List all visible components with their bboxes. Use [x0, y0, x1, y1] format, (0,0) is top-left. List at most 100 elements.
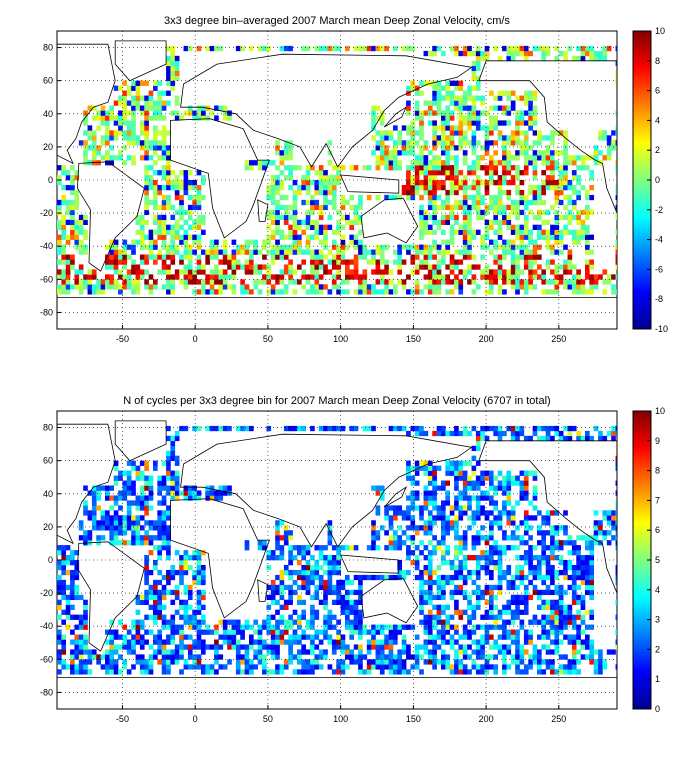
bin-cell: [506, 135, 512, 141]
bin-cell: [301, 219, 307, 225]
bin-cell: [323, 624, 328, 630]
bin-cell: [427, 254, 433, 260]
bin-cell: [196, 289, 202, 295]
bin-cell: [323, 254, 328, 260]
bin-cell: [484, 145, 490, 151]
bin-cell: [297, 634, 302, 640]
bin-cell: [214, 639, 219, 645]
bin-cell: [174, 624, 180, 630]
bin-cell: [480, 495, 485, 501]
bin-cell: [454, 189, 459, 196]
bin-cell: [113, 520, 119, 526]
bin-cell: [419, 130, 424, 136]
bin-cell: [135, 525, 141, 531]
bin-cell: [397, 150, 403, 156]
bin-cell: [379, 649, 385, 655]
bin-cell: [253, 160, 259, 166]
bin-cell: [301, 584, 307, 591]
bin-cell: [585, 45, 590, 52]
bin-cell: [157, 510, 163, 516]
bin-cell: [327, 199, 333, 206]
bin-cell: [519, 564, 525, 571]
bin-cell: [379, 140, 385, 146]
bin-cell: [615, 574, 617, 581]
bin-cell: [109, 634, 115, 640]
coastline: [383, 486, 408, 508]
bin-cell: [580, 579, 586, 586]
bin-cell: [87, 274, 93, 280]
bin-cell: [270, 639, 276, 645]
bin-cell: [397, 564, 403, 571]
bin-cell: [358, 659, 363, 665]
bin-cell: [174, 189, 180, 196]
bin-cell: [323, 579, 328, 586]
bin-cell: [432, 475, 437, 481]
bin-cell: [122, 470, 128, 476]
bin-cell: [571, 274, 577, 280]
bin-cell: [192, 224, 197, 230]
bin-cell: [454, 584, 459, 591]
bin-cell: [349, 234, 355, 240]
bin-cell: [157, 249, 163, 255]
bin-cell: [458, 495, 464, 501]
bin-cell: [489, 569, 494, 576]
bin-cell: [567, 634, 573, 640]
bin-cell: [327, 560, 333, 566]
bin-cell: [74, 234, 80, 240]
bin-cell: [432, 604, 437, 610]
bin-cell: [113, 100, 119, 106]
bin-cell: [393, 165, 398, 171]
bin-cell: [262, 244, 267, 250]
bin-cell: [249, 239, 254, 245]
bin-cell: [157, 145, 163, 151]
bin-cell: [218, 279, 224, 285]
bin-cell: [506, 165, 512, 171]
bin-cell: [113, 649, 119, 655]
bin-cell: [388, 520, 394, 526]
bin-cell: [410, 180, 416, 186]
bin-cell: [100, 135, 106, 141]
bin-cell: [537, 560, 542, 566]
bin-cell: [174, 194, 180, 201]
bin-cell: [139, 460, 145, 466]
bin-cell: [305, 649, 311, 655]
bin-cell: [170, 80, 176, 86]
bin-cell: [170, 65, 176, 72]
bin-cell: [135, 100, 141, 106]
bin-cell: [209, 485, 215, 491]
bin-cell: [580, 569, 586, 576]
bin-cell: [157, 110, 163, 116]
bin-cell: [567, 229, 573, 235]
bin-cell: [166, 80, 171, 86]
bin-cell: [611, 435, 616, 442]
bin-cell: [209, 495, 215, 501]
bin-cell: [249, 269, 254, 275]
bin-cell: [423, 465, 429, 471]
bin-cell: [340, 165, 346, 171]
bin-cell: [122, 490, 128, 496]
bin-cell: [209, 629, 215, 635]
bin-cell: [170, 244, 176, 250]
colorbar-tick-label: 8: [655, 56, 660, 66]
bin-cell: [74, 649, 80, 655]
bin-cell: [493, 229, 499, 235]
bin-cell: [340, 214, 346, 221]
bin-cell: [489, 130, 494, 136]
bin-cell: [541, 550, 547, 556]
bin-cell: [523, 530, 529, 536]
bin-cell: [489, 530, 494, 536]
bin-cell: [432, 634, 437, 640]
bin-cell: [615, 525, 617, 531]
bin-cell: [323, 629, 328, 635]
bin-cell: [323, 569, 328, 576]
bin-cell: [257, 45, 263, 52]
bin-cell: [57, 634, 62, 640]
bin-cell: [179, 269, 184, 275]
bin-cell: [462, 269, 468, 275]
bin-cell: [78, 229, 84, 235]
bin-cell: [589, 609, 595, 615]
bin-cell: [113, 239, 119, 245]
bin-cell: [567, 184, 573, 191]
bin-cell: [231, 639, 237, 645]
bin-cell: [340, 659, 346, 665]
